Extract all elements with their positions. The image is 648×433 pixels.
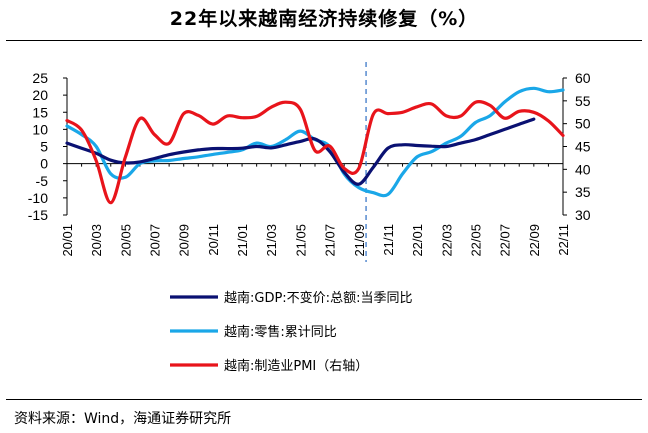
x-tick-label: 22/05 <box>468 224 483 257</box>
x-tick-label: 22/03 <box>439 224 454 257</box>
x-tick-label: 22/07 <box>498 224 513 257</box>
y-right-tick-label: 35 <box>575 184 591 200</box>
series-line <box>65 117 536 186</box>
x-tick-label: 20/11 <box>206 224 221 256</box>
y-right-tick-label: 60 <box>575 70 591 86</box>
x-tick-label: 20/01 <box>60 224 75 257</box>
x-tick-label: 22/01 <box>410 224 425 257</box>
x-tick-label: 21/07 <box>323 224 338 257</box>
y-right-tick-label: 45 <box>575 139 591 155</box>
x-tick-label: 20/03 <box>89 224 104 257</box>
x-tick-label: 21/05 <box>293 224 308 257</box>
y-left-tick-label: 0 <box>40 156 48 172</box>
x-tick-label: 21/03 <box>264 224 279 257</box>
y-left-tick-label: -5 <box>36 173 49 189</box>
y-right-tick-label: 30 <box>575 207 591 223</box>
legend-label: 越南:GDP:不变价:总额:当季同比 <box>224 290 412 306</box>
x-tick-label: 20/05 <box>118 224 133 257</box>
x-tick-label: 20/09 <box>177 224 192 257</box>
series-group <box>65 86 565 205</box>
y-right-tick-label: 40 <box>575 161 591 177</box>
y-right-tick-label: 55 <box>575 93 591 109</box>
legend: 越南:GDP:不变价:总额:当季同比越南:零售:累计同比越南:制造业PMI（右轴… <box>170 290 412 374</box>
y-left-tick-label: 5 <box>40 139 48 155</box>
y-left-tick-label: -10 <box>28 190 48 206</box>
y-right-tick-label: 50 <box>575 116 591 132</box>
x-tick-label: 21/09 <box>352 224 367 257</box>
footer-rule <box>6 399 642 400</box>
x-tick-label: 21/11 <box>381 224 396 256</box>
source-note: 资料来源：Wind，海通证券研究所 <box>14 411 232 427</box>
x-tick-label: 22/09 <box>527 224 542 257</box>
chart-title: 22年以来越南经济持续修复（%） <box>169 8 479 30</box>
title-rule <box>6 40 642 41</box>
legend-label: 越南:制造业PMI（右轴） <box>224 358 368 374</box>
y-left-tick-label: 10 <box>32 121 48 137</box>
y-left-tick-label: 15 <box>32 104 48 120</box>
x-axis: 20/01 20/03 20/05 20/07 20/09 20/11 21/01 21/03… <box>60 163 571 257</box>
y-left-tick-label: 20 <box>32 87 48 103</box>
series-line <box>65 100 565 205</box>
x-tick-label: 21/01 <box>235 224 250 257</box>
x-tick-label: 20/07 <box>148 224 163 257</box>
y-left-tick-label: -15 <box>28 207 48 223</box>
x-tick-label: 22/11 <box>556 224 571 256</box>
y-right-axis: 30 35 40 45 50 55 60 <box>562 70 591 223</box>
y-left-tick-label: 25 <box>32 70 48 86</box>
legend-label: 越南:零售:累计同比 <box>224 324 337 340</box>
